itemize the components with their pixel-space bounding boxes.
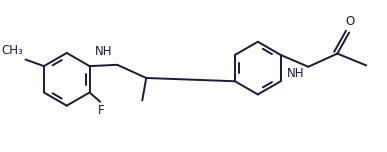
Text: O: O bbox=[346, 15, 355, 28]
Text: CH₃: CH₃ bbox=[1, 44, 23, 57]
Text: NH: NH bbox=[287, 67, 305, 80]
Text: F: F bbox=[98, 104, 104, 117]
Text: NH: NH bbox=[95, 45, 112, 58]
